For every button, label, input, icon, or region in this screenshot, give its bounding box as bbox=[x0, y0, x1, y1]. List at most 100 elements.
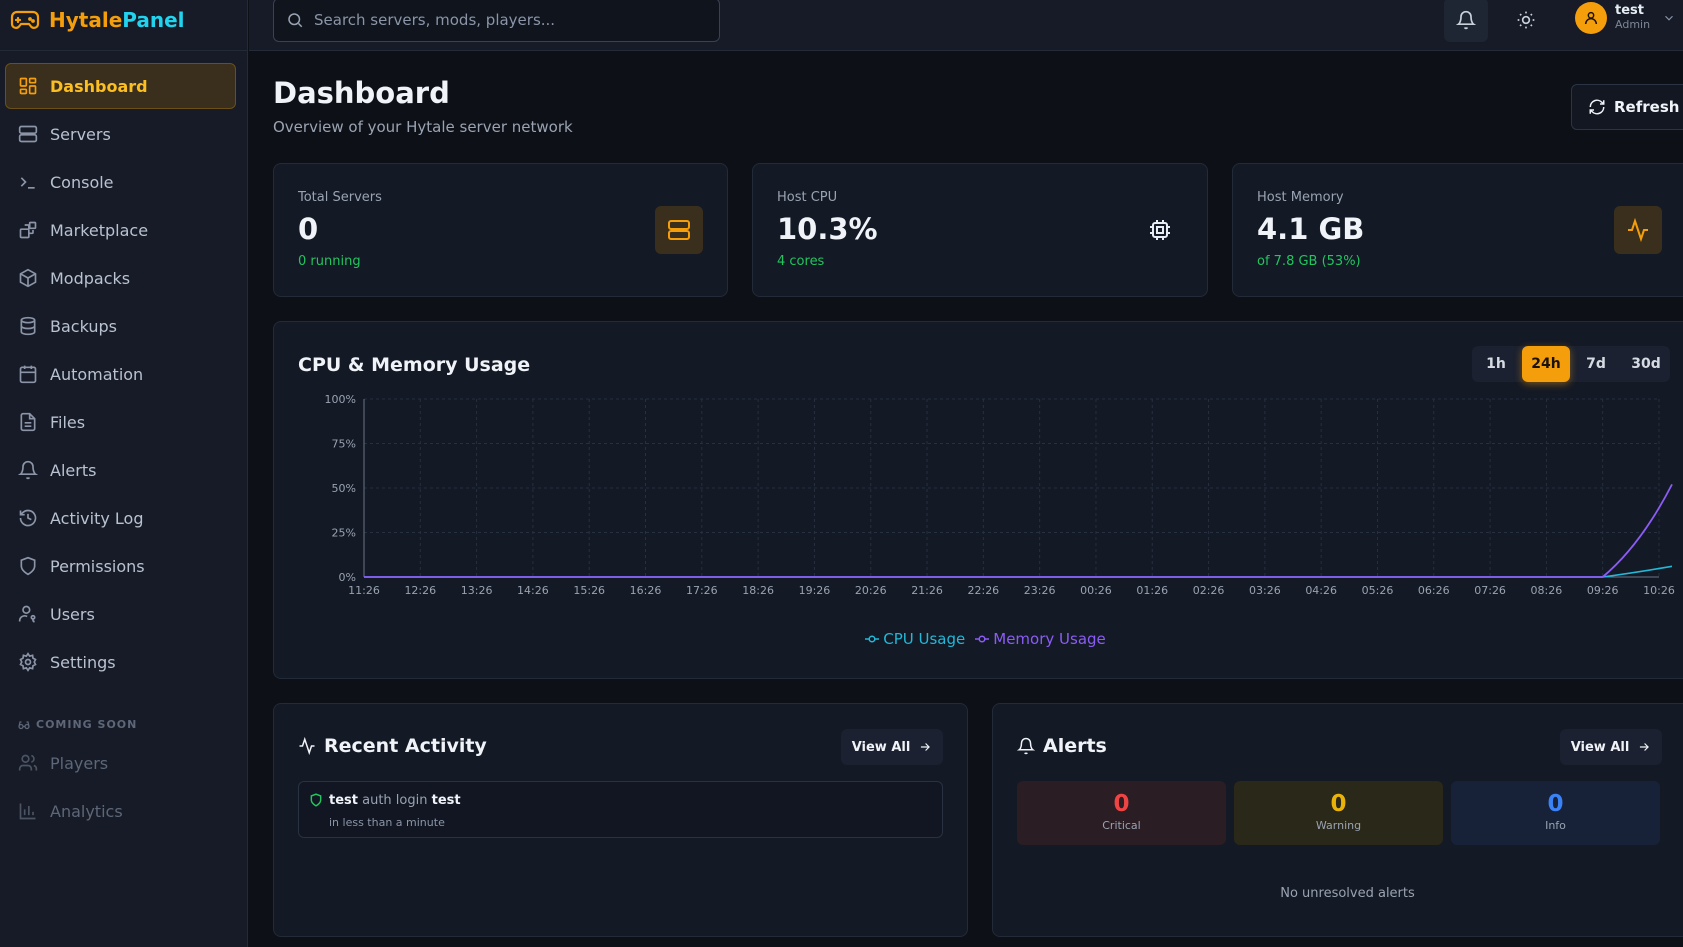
usage-chart: 0% 25% 50% 75% 100% 11:26 12:26 13:26 14:26 15:26… bbox=[325, 393, 1675, 597]
activity-text: test auth login test bbox=[329, 793, 461, 808]
alerts-view-all-button[interactable]: View All bbox=[1560, 729, 1662, 765]
alerts-card: Alerts View All 0 Critical 0 Warning 0 I… bbox=[992, 703, 1683, 937]
x-tick-label: 16:26 bbox=[630, 584, 662, 597]
arrow-right-icon bbox=[1637, 740, 1651, 754]
bell-icon bbox=[18, 460, 38, 480]
sidebar-item-label: Modpacks bbox=[50, 268, 131, 288]
alert-count-info[interactable]: 0 Info bbox=[1451, 781, 1660, 845]
stat-card-total-servers: Total Servers 0 0 running bbox=[273, 163, 728, 297]
database-icon bbox=[18, 316, 38, 336]
sidebar-item-alerts[interactable]: Alerts bbox=[5, 447, 236, 493]
y-tick-label: 0% bbox=[339, 571, 356, 584]
no-alerts-message: No unresolved alerts bbox=[1280, 886, 1415, 901]
x-tick-label: 09:26 bbox=[1587, 584, 1619, 597]
sidebar-item-files[interactable]: Files bbox=[5, 399, 236, 445]
shield-icon bbox=[309, 793, 323, 807]
gamepad-icon bbox=[10, 8, 40, 32]
sidebar-item-console[interactable]: Console bbox=[5, 159, 236, 205]
file-icon bbox=[18, 412, 38, 432]
sidebar-item-marketplace[interactable]: Marketplace bbox=[5, 207, 236, 253]
y-tick-label: 50% bbox=[332, 482, 356, 495]
search-icon bbox=[286, 11, 304, 29]
sidebar-item-label: Players bbox=[50, 753, 109, 773]
gear-icon bbox=[18, 652, 38, 672]
user-name: test bbox=[1615, 3, 1644, 18]
sidebar-item-activity-log[interactable]: Activity Log bbox=[5, 495, 236, 541]
sidebar-item-analytics: Analytics bbox=[5, 788, 236, 834]
legend-cpu[interactable]: CPU Usage bbox=[865, 630, 965, 648]
x-tick-label: 19:26 bbox=[799, 584, 831, 597]
sidebar-item-label: Automation bbox=[50, 364, 144, 384]
sidebar-item-label: Servers bbox=[50, 124, 111, 144]
activity-icon bbox=[1614, 206, 1662, 254]
x-tick-label: 23:26 bbox=[1024, 584, 1056, 597]
range-1h[interactable]: 1h bbox=[1486, 356, 1506, 372]
sidebar-item-automation[interactable]: Automation bbox=[5, 351, 236, 397]
chart-title: CPU & Memory Usage bbox=[298, 354, 531, 376]
avatar bbox=[1575, 2, 1607, 34]
sidebar-item-label: Dashboard bbox=[50, 76, 148, 96]
x-tick-label: 02:26 bbox=[1193, 584, 1225, 597]
x-tick-label: 06:26 bbox=[1418, 584, 1450, 597]
shield-icon bbox=[18, 556, 38, 576]
user-menu[interactable]: test Admin bbox=[1575, 2, 1676, 34]
range-30d[interactable]: 30d bbox=[1631, 356, 1661, 372]
stat-label: Host CPU bbox=[777, 190, 838, 205]
search-input[interactable] bbox=[314, 11, 694, 29]
stat-sub: of 7.8 GB (53%) bbox=[1257, 254, 1361, 269]
sidebar-item-permissions[interactable]: Permissions bbox=[5, 543, 236, 589]
sidebar-item-servers[interactable]: Servers bbox=[5, 111, 236, 157]
refresh-button[interactable]: Refresh bbox=[1571, 84, 1683, 130]
x-tick-label: 18:26 bbox=[742, 584, 774, 597]
chart-legend: CPU Usage Memory Usage bbox=[274, 630, 1683, 648]
refresh-label: Refresh bbox=[1614, 98, 1680, 116]
sun-icon bbox=[1516, 10, 1536, 30]
x-tick-label: 12:26 bbox=[404, 584, 436, 597]
cpu-icon bbox=[1136, 206, 1184, 254]
x-tick-label: 04:26 bbox=[1305, 584, 1337, 597]
range-24h[interactable]: 24h bbox=[1522, 346, 1570, 382]
brand-name: HytalePanel bbox=[49, 8, 185, 32]
sidebar-item-label: Permissions bbox=[50, 556, 145, 576]
arrow-right-icon bbox=[918, 740, 932, 754]
sidebar-item-dashboard[interactable]: Dashboard bbox=[5, 63, 236, 109]
alert-count-critical[interactable]: 0 Critical bbox=[1017, 781, 1226, 845]
range-selector: 1h 24h 7d 30d bbox=[1472, 346, 1670, 382]
alert-count-warning[interactable]: 0 Warning bbox=[1234, 781, 1443, 845]
x-tick-label: 15:26 bbox=[573, 584, 605, 597]
x-tick-label: 08:26 bbox=[1531, 584, 1563, 597]
sidebar-item-label: Backups bbox=[50, 316, 117, 336]
user-key-icon bbox=[18, 604, 38, 624]
x-tick-label: 14:26 bbox=[517, 584, 549, 597]
page-title: Dashboard bbox=[273, 76, 450, 110]
coming-soon-label: COMING SOON bbox=[18, 718, 137, 731]
series-line-memory bbox=[364, 483, 1673, 578]
sidebar-item-label: Alerts bbox=[50, 460, 97, 480]
x-tick-label: 03:26 bbox=[1249, 584, 1281, 597]
users-icon bbox=[18, 753, 38, 773]
notifications-button[interactable] bbox=[1444, 0, 1488, 42]
stat-sub: 0 running bbox=[298, 254, 361, 269]
activity-icon bbox=[298, 737, 316, 755]
legend-memory[interactable]: Memory Usage bbox=[975, 630, 1106, 648]
activity-view-all-button[interactable]: View All bbox=[841, 729, 943, 765]
dashboard-icon bbox=[18, 76, 38, 96]
sidebar-item-players: Players bbox=[5, 740, 236, 786]
sidebar-item-settings[interactable]: Settings bbox=[5, 639, 236, 685]
search-box[interactable] bbox=[273, 0, 720, 42]
stat-label: Host Memory bbox=[1257, 190, 1344, 205]
chevron-down-icon bbox=[1662, 11, 1676, 25]
y-tick-label: 75% bbox=[332, 438, 356, 451]
theme-toggle-button[interactable] bbox=[1504, 0, 1548, 42]
x-tick-label: 11:26 bbox=[348, 584, 380, 597]
range-7d[interactable]: 7d bbox=[1586, 356, 1606, 372]
x-tick-label: 17:26 bbox=[686, 584, 718, 597]
sidebar-item-backups[interactable]: Backups bbox=[5, 303, 236, 349]
x-tick-label: 05:26 bbox=[1362, 584, 1394, 597]
sidebar-item-users[interactable]: Users bbox=[5, 591, 236, 637]
sidebar-item-label: Files bbox=[50, 412, 86, 432]
bell-icon bbox=[1456, 10, 1476, 30]
brand[interactable]: HytalePanel bbox=[0, 0, 247, 40]
sidebar-item-modpacks[interactable]: Modpacks bbox=[5, 255, 236, 301]
activity-item[interactable]: test auth login test in less than a minu… bbox=[298, 781, 943, 838]
